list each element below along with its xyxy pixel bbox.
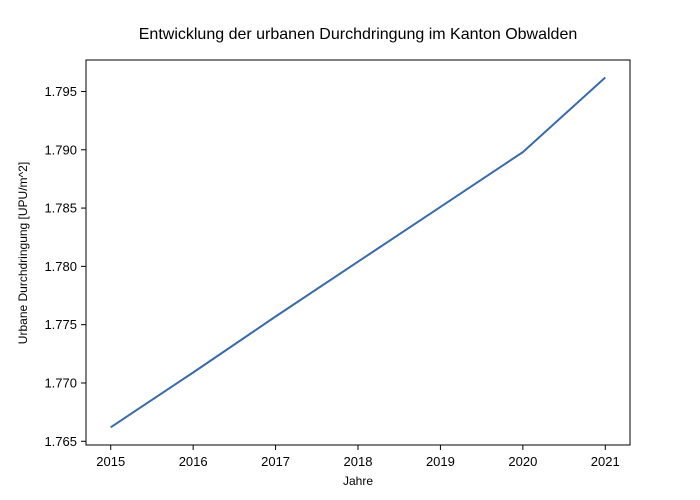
- y-axis: 1.765 1.770 1.775 1.780 1.785 1.790 1.795: [44, 84, 86, 449]
- y-tick-label: 1.795: [44, 84, 77, 99]
- x-tick-label: 2018: [344, 454, 373, 469]
- chart-title: Entwicklung der urbanen Durchdringung im…: [139, 26, 577, 43]
- x-tick-label: 2019: [426, 454, 455, 469]
- x-tick-label: 2021: [591, 454, 620, 469]
- x-tick-label: 2016: [179, 454, 208, 469]
- y-tick-label: 1.780: [44, 259, 77, 274]
- x-tick-label: 2015: [96, 454, 125, 469]
- x-tick-label: 2020: [508, 454, 537, 469]
- series-line: [110, 76, 606, 429]
- y-tick-label: 1.770: [44, 375, 77, 390]
- y-axis-label: Urbane Durchdringung [UPU/m^2]: [16, 162, 30, 344]
- x-axis-label: Jahre: [343, 474, 373, 488]
- y-tick-label: 1.765: [44, 434, 77, 449]
- y-tick-label: 1.785: [44, 201, 77, 216]
- y-tick-label: 1.775: [44, 317, 77, 332]
- y-tick-label: 1.790: [44, 142, 77, 157]
- x-tick-label: 2017: [261, 454, 290, 469]
- x-axis: 2015 2016 2017 2018 2019 2020 2021: [96, 445, 620, 469]
- plot-frame: [85, 59, 631, 446]
